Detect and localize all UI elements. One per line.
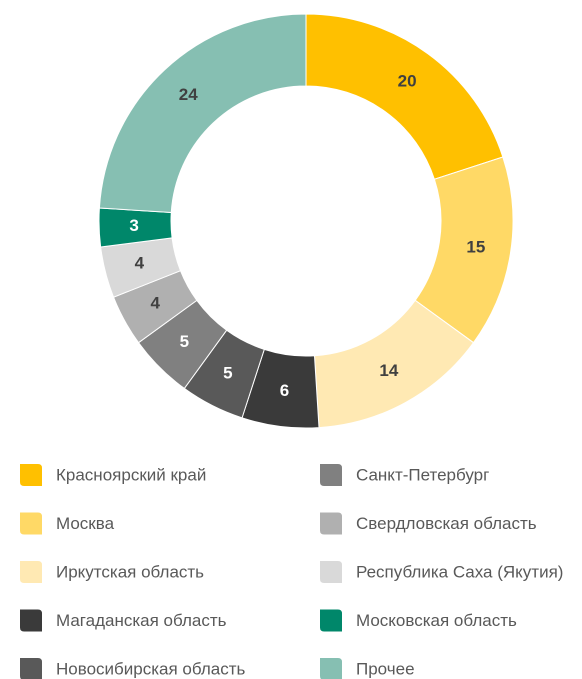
data-label: 4 — [151, 293, 161, 312]
legend-swatch — [20, 464, 42, 486]
legend-swatch — [20, 609, 42, 632]
legend-swatch — [20, 658, 42, 679]
legend-label: Красноярский край — [56, 465, 206, 484]
legend-swatch — [20, 561, 42, 583]
legend-label: Новосибирская область — [56, 659, 245, 678]
data-label: 6 — [280, 381, 289, 400]
donut-segment — [98, 13, 307, 214]
data-label: 15 — [466, 237, 485, 256]
legend-swatch — [320, 561, 342, 583]
data-label: 5 — [180, 332, 189, 351]
donut-segment — [305, 13, 504, 180]
legend-label: Прочее — [356, 659, 415, 678]
legend-label: Магаданская область — [56, 611, 227, 630]
legend-label: Свердловская область — [356, 514, 537, 533]
legend-swatch — [320, 658, 342, 679]
data-label: 5 — [223, 364, 232, 383]
legend-swatch — [320, 512, 342, 535]
legend-label: Московская область — [356, 611, 517, 630]
legend-swatch — [320, 609, 342, 632]
data-label: 24 — [179, 85, 198, 104]
legend-label: Иркутская область — [56, 562, 204, 581]
legend-swatch — [20, 512, 42, 535]
legend-label: Санкт-Петербург — [356, 465, 489, 484]
legend-swatch — [320, 464, 342, 486]
data-label: 3 — [129, 216, 138, 235]
data-label: 20 — [398, 71, 417, 90]
legend-label: Москва — [56, 514, 115, 533]
legend-label: Республика Саха (Якутия) — [356, 562, 563, 581]
data-label: 4 — [135, 253, 145, 272]
data-label: 14 — [379, 361, 398, 380]
